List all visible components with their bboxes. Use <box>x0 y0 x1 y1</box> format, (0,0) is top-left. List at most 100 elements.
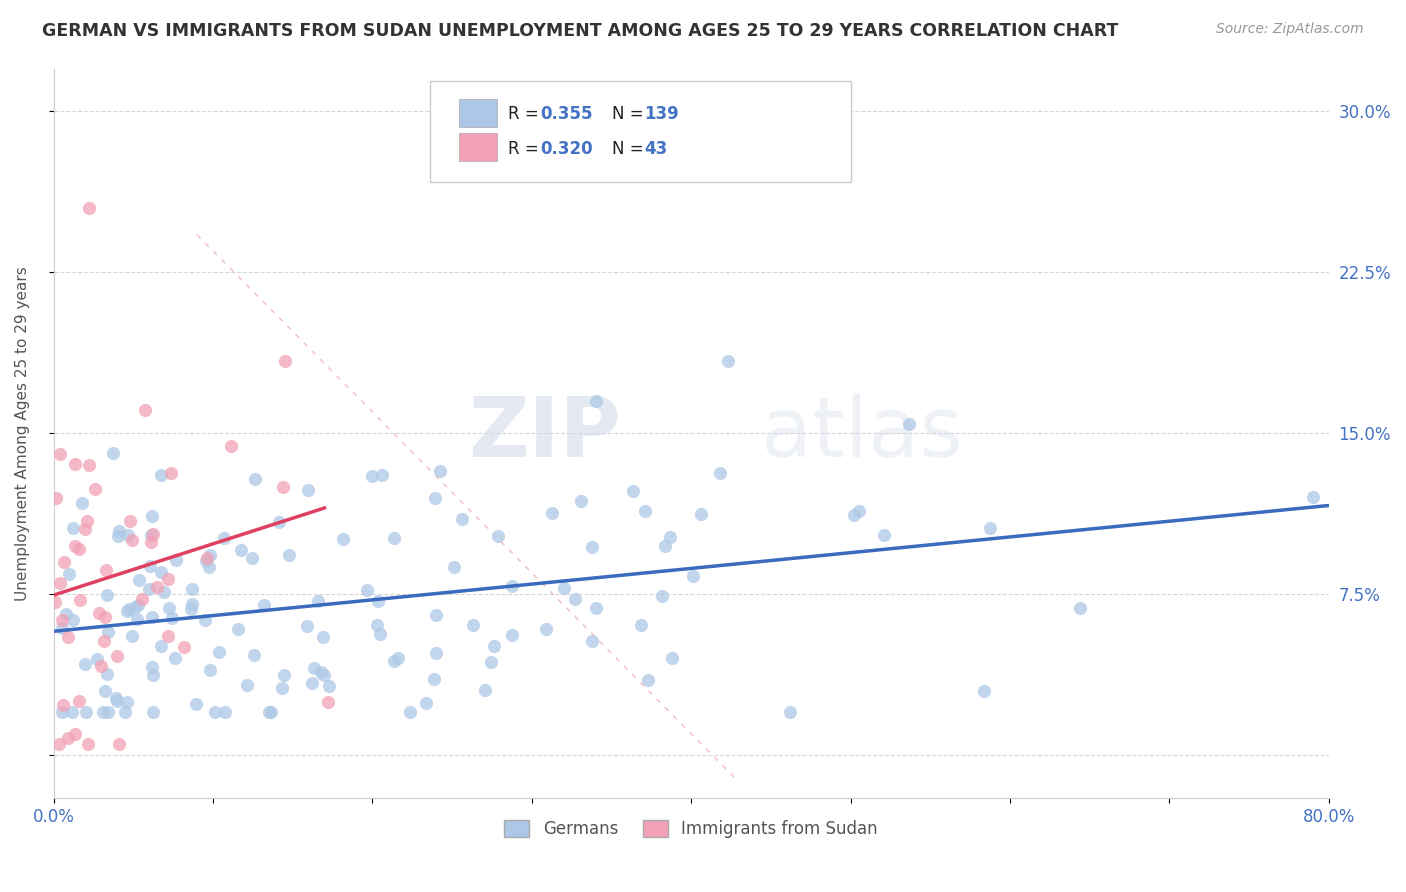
Point <box>48 738 70 752</box>
Legend: Germans, Immigrants from Sudan: Germans, Immigrants from Sudan <box>498 813 884 845</box>
Point <box>429 464 451 478</box>
Point <box>425 608 447 623</box>
Point <box>301 675 323 690</box>
Point <box>67 694 90 708</box>
Point <box>243 648 266 662</box>
Point <box>156 572 179 586</box>
Text: GERMAN VS IMMIGRANTS FROM SUDAN UNEMPLOYMENT AMONG AGES 25 TO 29 YEARS CORRELATI: GERMAN VS IMMIGRANTS FROM SUDAN UNEMPLOY… <box>42 22 1119 40</box>
Point <box>779 706 801 720</box>
Point <box>150 565 173 579</box>
Point <box>200 548 222 562</box>
Text: ZIP: ZIP <box>468 392 621 474</box>
Point <box>51 621 73 635</box>
Point <box>302 661 325 675</box>
Point <box>125 611 148 625</box>
Point <box>316 695 339 709</box>
Point <box>898 417 921 432</box>
Point <box>366 617 388 632</box>
Point <box>75 522 97 536</box>
Point <box>56 731 79 745</box>
Point <box>181 597 204 611</box>
Point <box>277 548 299 562</box>
Text: R =: R = <box>508 140 544 158</box>
Point <box>226 622 249 636</box>
Text: 0.355: 0.355 <box>541 105 593 123</box>
Point <box>461 617 484 632</box>
Point <box>159 466 181 480</box>
Point <box>630 617 652 632</box>
Point <box>267 515 290 529</box>
Point <box>63 539 86 553</box>
Point <box>149 640 172 654</box>
Point <box>271 681 294 695</box>
Point <box>273 668 295 682</box>
Point <box>194 554 217 568</box>
Point <box>257 706 280 720</box>
Point <box>271 480 294 494</box>
Point <box>118 601 141 615</box>
Point <box>142 706 165 720</box>
Point <box>94 684 117 698</box>
Point <box>585 601 607 615</box>
Point <box>114 706 136 720</box>
Point <box>1069 601 1091 615</box>
Point <box>425 491 447 506</box>
Point <box>131 591 153 606</box>
Point <box>208 645 231 659</box>
Point <box>422 673 444 687</box>
Point <box>87 606 110 620</box>
Point <box>94 563 117 577</box>
Point <box>107 529 129 543</box>
Point <box>127 598 149 612</box>
Point <box>634 504 657 518</box>
Point <box>541 506 564 520</box>
Point <box>94 610 117 624</box>
Point <box>83 482 105 496</box>
Point <box>236 678 259 692</box>
Point <box>63 727 86 741</box>
Point <box>382 531 405 545</box>
Point <box>51 613 73 627</box>
Point <box>195 551 218 566</box>
Point <box>569 494 592 508</box>
Point <box>443 560 465 574</box>
Point <box>621 483 644 498</box>
Point <box>96 667 118 681</box>
Point <box>367 594 389 608</box>
Point <box>450 512 472 526</box>
Text: N =: N = <box>612 140 650 158</box>
Point <box>93 706 115 720</box>
Point <box>52 555 75 569</box>
Point <box>332 533 354 547</box>
Y-axis label: Unemployment Among Ages 25 to 29 years: Unemployment Among Ages 25 to 29 years <box>15 266 30 600</box>
Point <box>121 533 143 547</box>
Point <box>651 589 673 603</box>
Point <box>204 706 226 720</box>
Point <box>245 471 267 485</box>
Point <box>356 583 378 598</box>
Text: atlas: atlas <box>761 392 963 474</box>
Point <box>153 584 176 599</box>
Point <box>415 696 437 710</box>
Point <box>146 580 169 594</box>
Point <box>60 706 83 720</box>
Point <box>107 738 129 752</box>
Point <box>72 496 94 510</box>
Point <box>842 508 865 523</box>
Point <box>141 509 163 524</box>
Point <box>93 634 115 648</box>
Point <box>115 604 138 618</box>
Text: Source: ZipAtlas.com: Source: ZipAtlas.com <box>1216 22 1364 37</box>
Point <box>474 683 496 698</box>
Point <box>103 446 125 460</box>
Point <box>682 569 704 583</box>
Point <box>104 691 127 706</box>
Point <box>141 659 163 673</box>
Point <box>318 679 340 693</box>
Point <box>212 531 235 545</box>
Point <box>553 581 575 595</box>
Point <box>51 706 73 720</box>
Point <box>534 622 557 636</box>
Point <box>138 582 160 596</box>
Point <box>360 468 382 483</box>
